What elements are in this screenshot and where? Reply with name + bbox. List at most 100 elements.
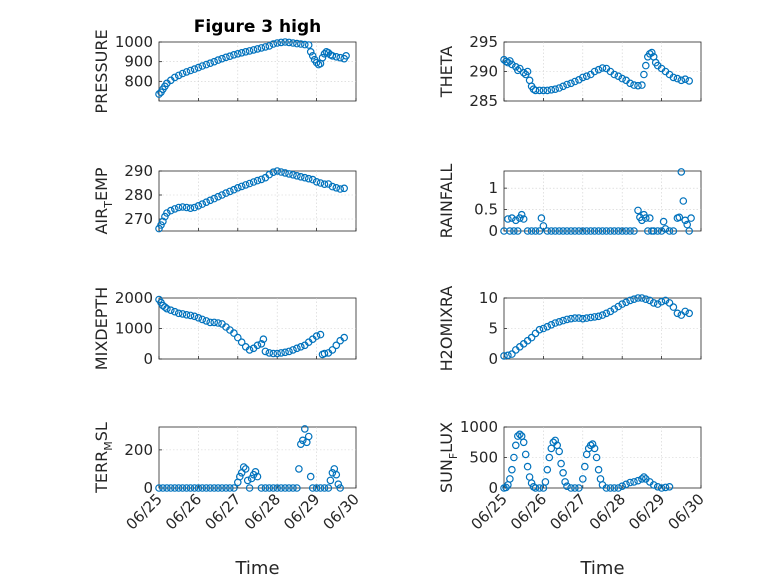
x-tick-label: 06/30 (320, 490, 363, 533)
y-tick-label: 1000 (115, 320, 153, 338)
data-point (186, 204, 195, 213)
data-point (523, 67, 532, 76)
data-point (342, 51, 350, 60)
data-point (527, 479, 536, 487)
data-point (537, 214, 546, 222)
data-point (253, 45, 262, 53)
data-point (519, 438, 528, 447)
data-point (563, 227, 571, 235)
data-point (289, 484, 297, 492)
y-tick-label: 1000 (460, 418, 498, 436)
data-point (198, 200, 207, 208)
data-point (253, 176, 262, 185)
data-point (559, 82, 567, 91)
data-point (602, 484, 611, 492)
data-point (334, 480, 343, 489)
data-point (245, 47, 254, 55)
subplot-6: 0 5 10 H2OMIXRA (437, 286, 702, 372)
data-point (304, 41, 313, 49)
data-point (515, 64, 524, 73)
x-tick-label: 06/27 (201, 490, 244, 533)
data-point (638, 294, 646, 302)
data-point (190, 312, 199, 321)
y-axis-label: THETA (437, 46, 456, 98)
data-point (269, 484, 278, 492)
data-point (657, 227, 666, 235)
data-point (626, 478, 634, 487)
data-point (336, 185, 345, 193)
data-point (293, 39, 301, 48)
data-point (547, 320, 556, 329)
subplot-4: 0 0.5 1 RAINFALL (437, 164, 702, 240)
data-point (539, 324, 548, 333)
y-axis-label: PRESSURE (92, 29, 111, 113)
data-point (640, 473, 648, 481)
data-point (594, 65, 603, 74)
data-point (241, 47, 250, 56)
data-point (622, 480, 630, 489)
data-point (261, 484, 270, 492)
data-point (174, 309, 183, 318)
y-tick-label: 0 (143, 350, 153, 368)
data-point (320, 349, 329, 358)
data-point (296, 40, 305, 48)
data-point (226, 484, 234, 492)
data-point (155, 90, 163, 98)
data-point (588, 440, 597, 448)
data-point (230, 484, 238, 492)
data-point (610, 484, 619, 492)
data-point (590, 313, 599, 321)
data-point (571, 484, 579, 492)
data-point (618, 227, 627, 235)
x-tick-label: 06/26 (507, 490, 550, 533)
data-point (222, 53, 230, 62)
data-point (277, 168, 285, 176)
data-point (230, 50, 238, 59)
data-point (289, 171, 297, 179)
data-point (304, 432, 313, 441)
data-point (269, 349, 278, 358)
data-point (174, 71, 183, 80)
y-tick-label: 0 (488, 350, 498, 368)
data-point (634, 294, 642, 302)
data-point (559, 316, 567, 325)
data-point (563, 315, 571, 324)
data-point (336, 484, 345, 492)
data-point (559, 227, 567, 235)
data-point (681, 75, 690, 84)
data-point (257, 484, 266, 492)
y-tick-label: 0 (488, 222, 498, 240)
data-point (312, 58, 321, 67)
data-point (594, 312, 603, 321)
data-point (285, 484, 293, 492)
data-point (300, 425, 309, 433)
data-point (535, 325, 544, 334)
data-point (519, 215, 528, 223)
data-point (316, 330, 325, 339)
data-point (163, 304, 171, 313)
data-point (606, 484, 615, 492)
data-point (543, 322, 552, 331)
data-point (539, 86, 548, 95)
y-axis-label: H2OMIXRA (437, 286, 456, 372)
data-point (645, 296, 654, 305)
data-point (296, 173, 305, 181)
axes-box (158, 426, 357, 489)
data-point (257, 339, 266, 348)
data-point (194, 484, 203, 492)
data-point (316, 484, 325, 492)
data-point (281, 484, 289, 492)
data-point (182, 310, 191, 319)
data-point (312, 332, 321, 340)
data-point (575, 484, 583, 492)
data-point (634, 476, 642, 485)
data-point (669, 73, 678, 82)
y-tick-label: 10 (479, 289, 498, 307)
data-point (308, 484, 317, 492)
data-point (239, 463, 248, 471)
data-point (281, 348, 289, 357)
data-point (504, 215, 512, 223)
data-point (332, 341, 341, 350)
y-tick-label: 5 (488, 320, 498, 338)
data-point (531, 86, 540, 95)
